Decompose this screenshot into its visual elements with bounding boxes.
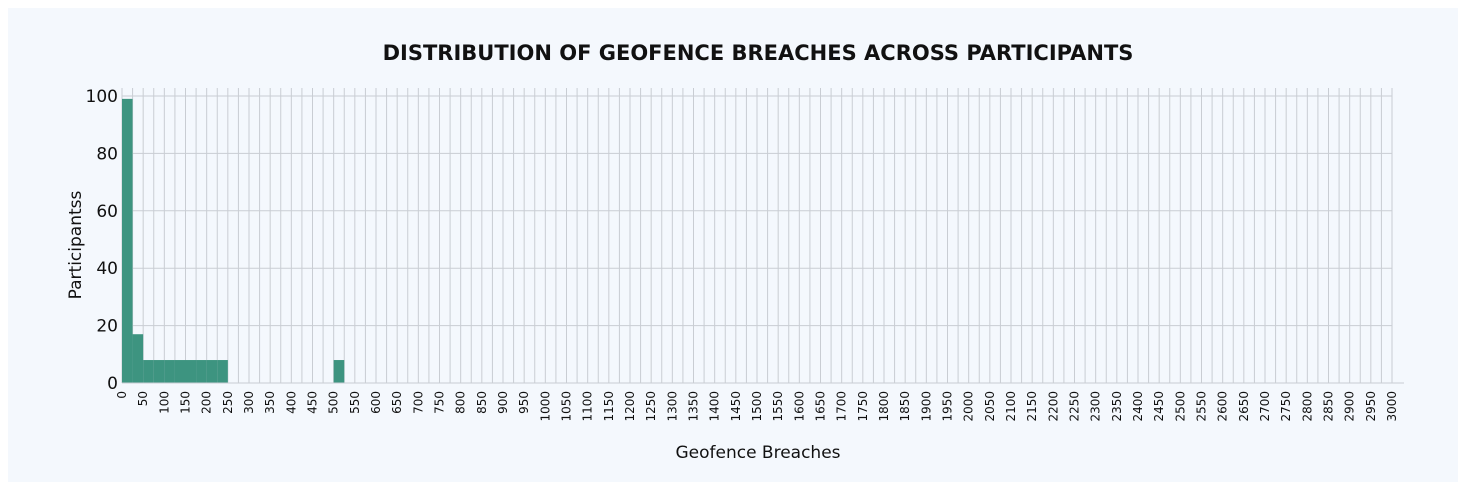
histogram-bar <box>185 360 197 383</box>
x-tick-label: 150 <box>179 391 193 414</box>
x-tick-label: 0 <box>115 391 129 399</box>
histogram-bar <box>206 360 218 383</box>
x-tick-label: 2100 <box>1004 391 1018 422</box>
x-axis-label: Geofence Breaches <box>675 443 840 463</box>
histogram-bar <box>143 360 154 383</box>
x-tick-label: 2300 <box>1089 391 1103 422</box>
x-tick-label: 2400 <box>1131 391 1145 422</box>
histogram-chart: DISTRIBUTION OF GEOFENCE BREACHES ACROSS… <box>66 41 1404 463</box>
x-tick-label: 2250 <box>1068 391 1082 422</box>
grid-lines <box>121 88 1393 384</box>
y-tick-label: 0 <box>107 374 118 394</box>
bars <box>122 98 345 384</box>
x-tick-label: 1700 <box>835 391 849 422</box>
y-axis-label: Participantss <box>66 191 86 300</box>
y-tick-label: 40 <box>96 259 118 279</box>
x-tick-label: 1850 <box>898 391 912 422</box>
x-tick-label: 300 <box>242 391 256 414</box>
x-tick-label: 250 <box>221 391 235 414</box>
x-tick-label: 1600 <box>792 391 806 422</box>
x-tick-label: 2700 <box>1258 391 1272 422</box>
x-tick-label: 1900 <box>919 391 933 422</box>
x-tick-label: 2050 <box>983 391 997 422</box>
x-tick-label: 450 <box>306 391 320 414</box>
x-tick-label: 1950 <box>941 391 955 422</box>
x-tick-label: 2900 <box>1343 391 1357 422</box>
histogram-bar <box>122 98 133 384</box>
x-tick-label: 2950 <box>1364 391 1378 422</box>
x-tick-label: 1300 <box>665 391 679 422</box>
x-tick-label: 1200 <box>623 391 637 422</box>
x-tick-label: 500 <box>327 391 341 414</box>
x-tick-label: 350 <box>263 391 277 414</box>
histogram-bar <box>164 360 175 383</box>
x-tick-label: 1250 <box>644 391 658 422</box>
x-tick-label: 850 <box>475 391 489 414</box>
x-tick-label: 2450 <box>1152 391 1166 422</box>
x-tick-label: 400 <box>284 391 298 414</box>
x-tick-label: 50 <box>136 391 150 406</box>
histogram-bar <box>217 360 228 383</box>
x-tick-label: 1400 <box>708 391 722 422</box>
x-tick-label: 2600 <box>1216 391 1230 422</box>
x-tick-label: 3000 <box>1385 391 1399 422</box>
chart-title: DISTRIBUTION OF GEOFENCE BREACHES ACROSS… <box>383 41 1134 65</box>
x-tick-label: 1000 <box>538 391 552 422</box>
x-tick-label: 700 <box>411 391 425 414</box>
x-tick-label: 750 <box>433 391 447 414</box>
y-tick-label: 100 <box>86 87 118 107</box>
x-tick-label: 1550 <box>771 391 785 422</box>
histogram-bar <box>132 334 144 383</box>
x-tick-label: 950 <box>517 391 531 414</box>
x-tick-label: 600 <box>369 391 383 414</box>
histogram-bar <box>174 360 186 383</box>
histogram-bar <box>153 360 165 383</box>
x-tick-label: 100 <box>157 391 171 414</box>
histogram-bar <box>333 360 345 383</box>
x-tick-label: 2000 <box>962 391 976 422</box>
x-tick-label: 1350 <box>687 391 701 422</box>
x-tick-label: 2650 <box>1237 391 1251 422</box>
x-tick-label: 550 <box>348 391 362 414</box>
x-tick-label: 1450 <box>729 391 743 422</box>
x-tick-label: 1800 <box>877 391 891 422</box>
x-tick-label: 1750 <box>856 391 870 422</box>
x-tick-label: 1100 <box>581 391 595 422</box>
x-tick-label: 200 <box>200 391 214 414</box>
x-tick-label: 2750 <box>1279 391 1293 422</box>
x-tick-label: 2850 <box>1322 391 1336 422</box>
x-tick-label: 900 <box>496 391 510 414</box>
chart-card: DISTRIBUTION OF GEOFENCE BREACHES ACROSS… <box>8 8 1458 482</box>
x-tick-label: 2500 <box>1173 391 1187 422</box>
x-tick-label: 1650 <box>814 391 828 422</box>
y-tick-label: 20 <box>96 317 118 337</box>
x-tick-label: 2150 <box>1025 391 1039 422</box>
y-tick-label: 60 <box>96 202 118 222</box>
x-tick-label: 1150 <box>602 391 616 422</box>
x-tick-labels: 0 50 100 150 200 250 300 350 400 450 500 550 600 650 7… <box>115 391 1399 422</box>
x-tick-label: 2550 <box>1195 391 1209 422</box>
x-tick-label: 1050 <box>560 391 574 422</box>
x-tick-label: 1500 <box>750 391 764 422</box>
x-tick-label: 2200 <box>1046 391 1060 422</box>
x-tick-label: 800 <box>454 391 468 414</box>
x-tick-label: 2800 <box>1300 391 1314 422</box>
histogram-bar <box>196 360 207 383</box>
x-tick-label: 2350 <box>1110 391 1124 422</box>
y-tick-label: 80 <box>96 144 118 164</box>
y-tick-labels: 0 20 40 60 80 100 <box>86 87 118 394</box>
x-tick-label: 650 <box>390 391 404 414</box>
